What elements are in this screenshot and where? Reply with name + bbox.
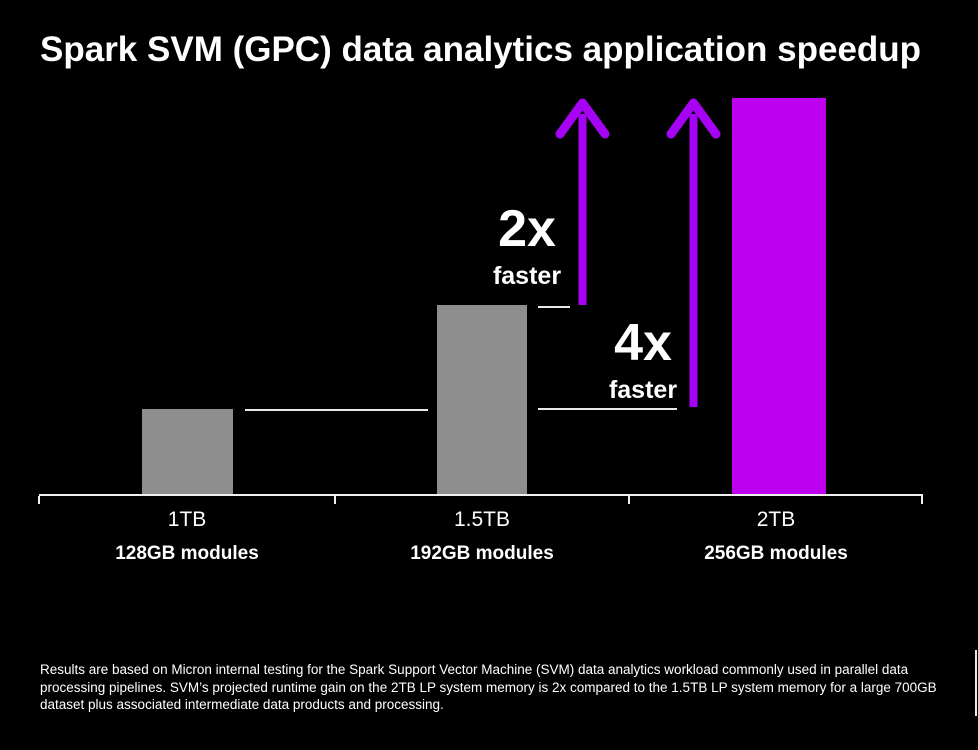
speedup-arrow-4x-icon bbox=[666, 98, 721, 407]
capacity-label: 1.5TB bbox=[453, 508, 511, 531]
annotation-2x-multiplier: 2x bbox=[498, 200, 556, 258]
capacity-label: 1TB bbox=[167, 508, 207, 531]
footnote-text: Results are based on Micron internal tes… bbox=[40, 662, 937, 713]
annotation-4x-multiplier: 4x bbox=[614, 314, 672, 372]
ref-line-1tb-level-left bbox=[245, 409, 428, 411]
x-axis-line bbox=[39, 494, 923, 496]
slide-edge-line bbox=[975, 650, 977, 716]
annotation-2x-label: faster bbox=[492, 262, 562, 290]
annotation-2x: 2x faster bbox=[447, 203, 607, 289]
speedup-arrow-2x-icon bbox=[555, 98, 610, 305]
bar-2tb bbox=[732, 98, 826, 495]
modules-label: 128GB modules bbox=[115, 543, 259, 565]
category-label-1tb: 1TB 128GB modules bbox=[77, 507, 297, 566]
modules-label: 192GB modules bbox=[410, 543, 554, 565]
x-axis-tick-1 bbox=[38, 496, 40, 504]
x-axis-tick-4 bbox=[921, 496, 923, 504]
x-axis-tick-3 bbox=[628, 496, 630, 504]
ref-line-1tb-level-right bbox=[538, 408, 677, 410]
bar-1-5tb bbox=[437, 305, 527, 495]
capacity-label: 2TB bbox=[756, 508, 796, 531]
x-axis-tick-2 bbox=[334, 496, 336, 504]
modules-label: 256GB modules bbox=[704, 543, 848, 565]
annotation-4x-label: faster bbox=[608, 376, 678, 404]
category-label-2tb: 2TB 256GB modules bbox=[666, 507, 886, 566]
chart-title: Spark SVM (GPC) data analytics applicati… bbox=[40, 30, 922, 69]
category-label-1-5tb: 1.5TB 192GB modules bbox=[372, 507, 592, 566]
annotation-4x: 4x faster bbox=[563, 317, 723, 403]
bar-1tb bbox=[142, 409, 233, 495]
ref-line-1-5tb-level bbox=[538, 306, 570, 308]
